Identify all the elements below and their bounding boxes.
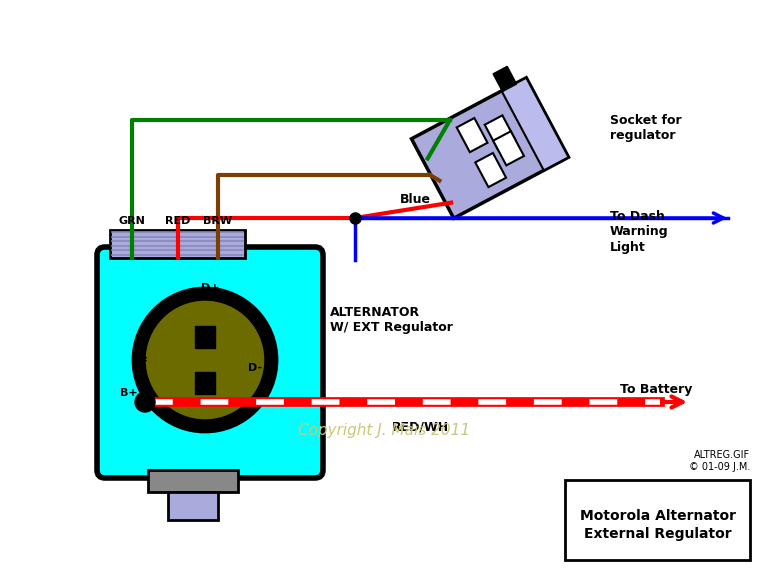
Text: B+: B+ <box>120 388 137 398</box>
Polygon shape <box>457 118 488 152</box>
FancyBboxPatch shape <box>195 372 215 394</box>
Polygon shape <box>475 153 506 187</box>
FancyBboxPatch shape <box>148 470 238 492</box>
Text: D+: D+ <box>200 283 219 293</box>
FancyBboxPatch shape <box>168 492 218 520</box>
Text: DF: DF <box>131 357 148 367</box>
Circle shape <box>145 300 265 420</box>
Text: D-: D- <box>248 363 262 373</box>
Text: RED/WH: RED/WH <box>392 420 449 433</box>
Polygon shape <box>502 78 568 170</box>
Polygon shape <box>485 115 515 150</box>
Text: ALTREG.GIF
© 01-09 J.M.: ALTREG.GIF © 01-09 J.M. <box>689 450 750 472</box>
Text: GRN: GRN <box>118 216 145 226</box>
Text: ALTERNATOR
W/ EXT Regulator: ALTERNATOR W/ EXT Regulator <box>330 306 453 334</box>
Text: To Battery: To Battery <box>620 384 693 396</box>
Text: BRW: BRW <box>204 216 233 226</box>
Text: Blue: Blue <box>400 193 431 206</box>
Polygon shape <box>412 78 568 218</box>
FancyBboxPatch shape <box>110 230 245 258</box>
FancyBboxPatch shape <box>565 480 750 560</box>
Text: To Dash
Warning
Light: To Dash Warning Light <box>610 210 669 253</box>
Text: RED: RED <box>165 216 190 226</box>
FancyBboxPatch shape <box>195 326 215 348</box>
Circle shape <box>133 288 277 432</box>
Polygon shape <box>493 66 517 92</box>
Text: Copyright J. Mais 2011: Copyright J. Mais 2011 <box>298 423 470 438</box>
FancyBboxPatch shape <box>97 247 323 478</box>
Polygon shape <box>493 131 524 165</box>
Text: Socket for
regulator: Socket for regulator <box>610 114 682 142</box>
Circle shape <box>135 392 155 412</box>
Text: Motorola Alternator
External Regulator: Motorola Alternator External Regulator <box>580 509 736 541</box>
